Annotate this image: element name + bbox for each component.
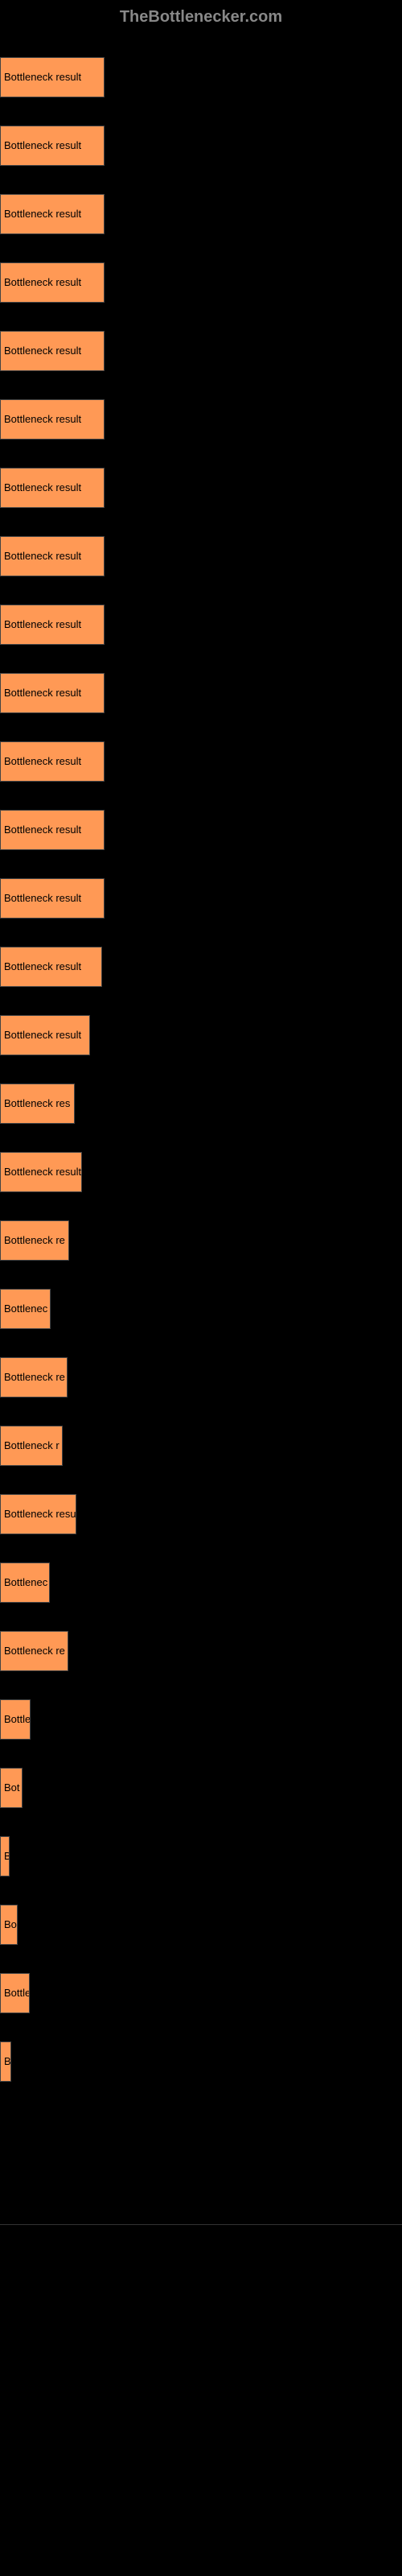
bar-row: Bottleneck r [0,1411,402,1480]
bar[interactable]: Bottleneck result [0,399,105,440]
bar[interactable]: Bottleneck result [0,57,105,97]
bar[interactable]: B [0,2041,11,2082]
bar[interactable]: Bottleneck result [0,1015,90,1055]
bar[interactable]: Bottleneck result [0,126,105,166]
bar-row: Bottleneck result [0,658,402,727]
bar-row: Bottle [0,1685,402,1753]
bar[interactable]: Bottleneck result [0,605,105,645]
bar-row: Bottleneck result [0,180,402,248]
bar[interactable]: Bottle [0,1699,31,1740]
bar-row: Bottleneck result [0,795,402,864]
bar-row: Bottle [0,1959,402,2027]
bar[interactable]: Bottleneck result [0,468,105,508]
bar-row: Bottleneck result [0,864,402,932]
bar[interactable]: Bottleneck result [0,673,105,713]
bar[interactable]: Bottleneck r [0,1426,63,1466]
bar[interactable]: Bottleneck re [0,1220,69,1261]
bar-row: Bottleneck result [0,385,402,453]
bar-row: Bottleneck resu [0,1480,402,1548]
bar-row: Bottleneck result [0,932,402,1001]
bar-chart: Bottleneck result Bottleneck result Bottle… [0,35,402,2103]
bar[interactable]: Bottleneck result [0,1152,82,1192]
bar-row: Bottlenec [0,1548,402,1616]
bar-row: Bottleneck result [0,248,402,316]
bar[interactable]: Bottlenec [0,1563,50,1603]
bar-row: Bottleneck result [0,111,402,180]
bar-row: Bottleneck re [0,1616,402,1685]
bar-row: Bottleneck res [0,1069,402,1137]
bar-row: Bottleneck result [0,522,402,590]
bar[interactable]: B [0,1836,10,1876]
bar-row: Bottleneck result [0,453,402,522]
bar-row: Bottleneck result [0,316,402,385]
bar-row: B [0,1822,402,1890]
bar[interactable]: Bottleneck result [0,947,102,987]
bar[interactable]: Bottle [0,1973,30,2013]
bar-row: Bottleneck result [0,43,402,111]
bar[interactable]: Bottleneck re [0,1631,68,1671]
bar-row: Bottlenec [0,1274,402,1343]
site-header: TheBottlenecker.com [0,0,402,35]
bar[interactable]: Bottleneck result [0,536,105,576]
bar[interactable]: Bottleneck result [0,194,105,234]
bar[interactable]: Bottleneck result [0,741,105,782]
bar[interactable]: Bot [0,1768,23,1808]
site-title: TheBottlenecker.com [120,8,282,26]
bar[interactable]: Bo [0,1905,18,1945]
bar[interactable]: Bottlenec [0,1289,51,1329]
bar-row: Bot [0,1753,402,1822]
footer-text [0,2225,402,2233]
bar-row: Bottleneck result [0,590,402,658]
bar[interactable]: Bottleneck result [0,262,105,303]
bar-row: B [0,2027,402,2095]
bar-row: Bottleneck result [0,1001,402,1069]
bar-row: Bottleneck re [0,1343,402,1411]
bar[interactable]: Bottleneck result [0,810,105,850]
bar-row: Bottleneck re [0,1206,402,1274]
bar[interactable]: Bottleneck resu [0,1494,76,1534]
bar[interactable]: Bottleneck result [0,331,105,371]
bar-row: Bo [0,1890,402,1959]
bar[interactable]: Bottleneck result [0,878,105,919]
bar[interactable]: Bottleneck re [0,1357,68,1397]
bar-row: Bottleneck result [0,727,402,795]
bar[interactable]: Bottleneck res [0,1084,75,1124]
bar-row: Bottleneck result [0,1137,402,1206]
